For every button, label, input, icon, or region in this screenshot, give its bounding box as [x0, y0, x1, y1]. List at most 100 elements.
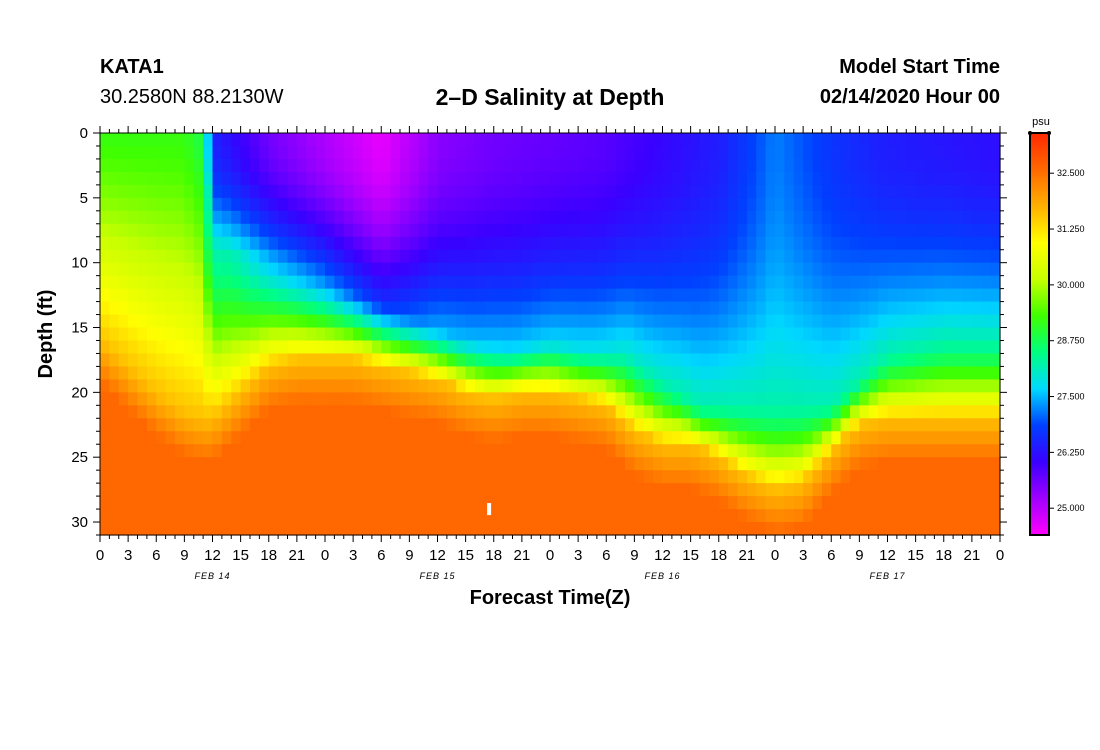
heatmap-cell: [456, 418, 467, 432]
heatmap-cell: [475, 133, 485, 147]
heatmap-cell: [325, 236, 335, 251]
heatmap-cell: [746, 327, 757, 342]
heatmap-cell: [550, 366, 560, 380]
heatmap-cell: [634, 327, 645, 342]
heatmap-cell: [306, 262, 317, 277]
heatmap-cell: [306, 145, 317, 160]
heatmap-cell: [503, 366, 514, 380]
heatmap-cell: [418, 522, 429, 536]
heatmap-cell: [662, 327, 673, 342]
heatmap-cell: [784, 197, 795, 212]
heatmap-cell: [531, 483, 542, 497]
heatmap-cell: [934, 340, 945, 355]
heatmap-cell: [250, 509, 260, 523]
heatmap-cell: [165, 405, 176, 419]
heatmap-cell: [840, 366, 851, 380]
heatmap-cell: [578, 431, 589, 445]
heatmap-cell: [250, 522, 260, 536]
heatmap-cell: [775, 158, 785, 173]
heatmap-cell: [231, 457, 242, 471]
heatmap-cell: [231, 197, 242, 212]
heatmap-cell: [915, 236, 926, 251]
heatmap-cell: [606, 184, 617, 199]
heatmap-cell: [934, 236, 945, 251]
heatmap-cell: [465, 522, 476, 536]
heatmap-cell: [634, 236, 645, 251]
heatmap-cell: [456, 366, 467, 380]
heatmap-cell: [728, 392, 739, 406]
heatmap-cell: [718, 366, 729, 380]
heatmap-cell: [756, 444, 767, 458]
heatmap-cell: [718, 249, 729, 264]
heatmap-cell: [446, 171, 457, 186]
heatmap-cell: [287, 314, 298, 329]
heatmap-cell: [596, 301, 607, 316]
heatmap-cell: [175, 249, 185, 264]
heatmap-cell: [165, 249, 176, 264]
heatmap-cell: [221, 392, 232, 406]
heatmap-cell: [596, 275, 607, 290]
heatmap-cell: [521, 470, 532, 484]
heatmap-cell: [943, 184, 954, 199]
heatmap-cell: [662, 133, 673, 147]
heatmap-cell: [100, 470, 110, 484]
heatmap-cell: [512, 197, 523, 212]
heatmap-cell: [221, 249, 232, 264]
heatmap-cell: [193, 301, 204, 316]
heatmap-cell: [128, 197, 139, 212]
heatmap-cell: [484, 392, 495, 406]
heatmap-cell: [765, 145, 776, 160]
heatmap-cell: [568, 249, 579, 264]
heatmap-cell: [409, 133, 420, 147]
heatmap-cell: [465, 431, 476, 445]
heatmap-cell: [343, 496, 354, 510]
heatmap-cell: [221, 145, 232, 160]
heatmap-cell: [840, 470, 851, 484]
heatmap-cell: [531, 314, 542, 329]
heatmap-cell: [184, 405, 195, 419]
heatmap-cell: [184, 392, 195, 406]
heatmap-cell: [878, 431, 889, 445]
heatmap-cell: [953, 340, 964, 355]
heatmap-cell: [559, 171, 570, 186]
heatmap-cell: [371, 171, 382, 186]
heatmap-cell: [671, 418, 682, 432]
heatmap-cell: [428, 483, 439, 497]
heatmap-cell: [625, 366, 635, 380]
heatmap-cell: [850, 405, 860, 419]
heatmap-cell: [231, 509, 242, 523]
heatmap-cell: [109, 158, 120, 173]
heatmap-cell: [906, 353, 917, 368]
heatmap-cell: [625, 223, 635, 238]
heatmap-cell: [934, 405, 945, 419]
heatmap-cell: [475, 197, 485, 212]
heatmap-cell: [325, 249, 335, 264]
heatmap-cell: [334, 236, 345, 251]
heatmap-cell: [503, 509, 514, 523]
heatmap-cell: [371, 457, 382, 471]
heatmap-cell: [343, 405, 354, 419]
heatmap-cell: [531, 340, 542, 355]
heatmap-cell: [165, 210, 176, 225]
heatmap-cell: [287, 392, 298, 406]
heatmap-cell: [784, 236, 795, 251]
heatmap-cell: [925, 262, 935, 277]
heatmap-cell: [775, 288, 785, 303]
heatmap-cell: [128, 210, 139, 225]
heatmap-cell: [353, 366, 364, 380]
heatmap-cell: [521, 522, 532, 536]
heatmap-cell: [690, 522, 701, 536]
heatmap-cell: [212, 509, 223, 523]
heatmap-cell: [868, 301, 879, 316]
heatmap-cell: [493, 522, 504, 536]
heatmap-cell: [934, 431, 945, 445]
heatmap-cell: [559, 340, 570, 355]
heatmap-cell: [934, 301, 945, 316]
heatmap-cell: [315, 249, 326, 264]
heatmap-cell: [784, 223, 795, 238]
heatmap-cell: [962, 145, 973, 160]
heatmap-cell: [746, 314, 757, 329]
heatmap-cell: [681, 405, 692, 419]
heatmap-cell: [437, 353, 448, 368]
heatmap-cell: [268, 405, 279, 419]
